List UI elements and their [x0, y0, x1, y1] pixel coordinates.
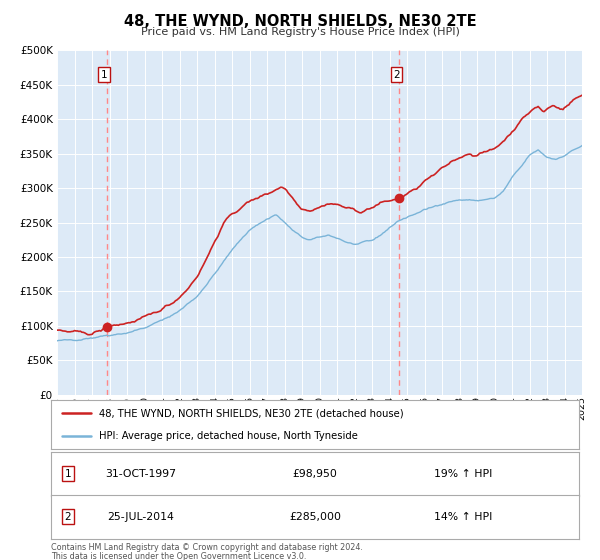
Text: 48, THE WYND, NORTH SHIELDS, NE30 2TE (detached house): 48, THE WYND, NORTH SHIELDS, NE30 2TE (d… [98, 408, 403, 418]
Text: 2: 2 [65, 512, 71, 522]
Text: 2: 2 [394, 69, 400, 80]
Text: £285,000: £285,000 [289, 512, 341, 522]
Text: 14% ↑ HPI: 14% ↑ HPI [434, 512, 492, 522]
Text: 1: 1 [65, 469, 71, 479]
Text: 1: 1 [101, 69, 107, 80]
Text: 31-OCT-1997: 31-OCT-1997 [105, 469, 176, 479]
Text: Contains HM Land Registry data © Crown copyright and database right 2024.: Contains HM Land Registry data © Crown c… [51, 543, 363, 552]
Text: HPI: Average price, detached house, North Tyneside: HPI: Average price, detached house, Nort… [98, 431, 358, 441]
Text: This data is licensed under the Open Government Licence v3.0.: This data is licensed under the Open Gov… [51, 552, 307, 560]
Text: 19% ↑ HPI: 19% ↑ HPI [434, 469, 492, 479]
Text: 48, THE WYND, NORTH SHIELDS, NE30 2TE: 48, THE WYND, NORTH SHIELDS, NE30 2TE [124, 14, 476, 29]
Text: £98,950: £98,950 [293, 469, 337, 479]
Text: Price paid vs. HM Land Registry's House Price Index (HPI): Price paid vs. HM Land Registry's House … [140, 27, 460, 37]
Text: 25-JUL-2014: 25-JUL-2014 [107, 512, 174, 522]
